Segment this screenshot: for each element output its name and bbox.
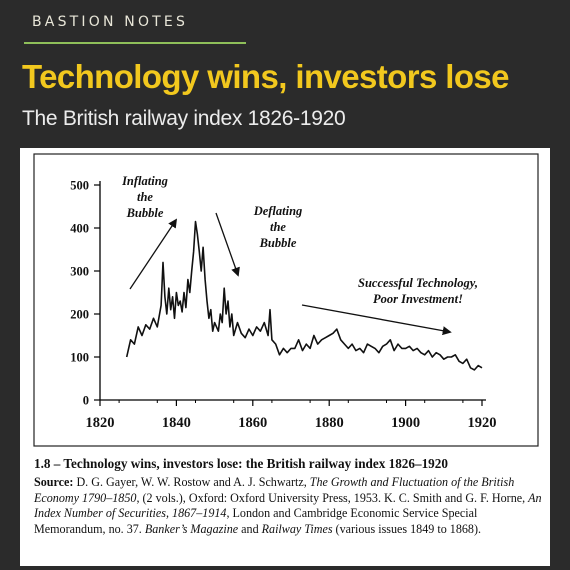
deflating-annotation: the xyxy=(270,220,286,234)
y-tick-label: 0 xyxy=(83,394,89,408)
x-tick-label: 1840 xyxy=(162,415,191,431)
inflating-arrow xyxy=(129,218,178,290)
successful-technology-annotation: Poor Investment! xyxy=(373,292,463,306)
inflating-annotation: the xyxy=(137,190,153,204)
figure-panel: 0 100 200 300 400 500 1820 1840 1860 1880 1900 1920… xyxy=(20,148,550,566)
deflating-annotation: Deflating xyxy=(253,204,303,218)
y-tick-label: 500 xyxy=(70,179,89,193)
x-tick-label: 1900 xyxy=(391,415,420,431)
caption-title: 1.8 – Technology wins, investors lose: t… xyxy=(34,456,448,471)
chart-frame xyxy=(33,153,539,447)
deflating-annotation: Bubble xyxy=(259,236,297,250)
source-text-2: , (2 vols.), Oxford: Oxford University P… xyxy=(136,490,529,505)
caption-source: Source: D. G. Gayer, W. W. Rostow and A.… xyxy=(34,475,544,537)
successful-technology-annotation: Successful Technology, xyxy=(358,276,478,290)
inflating-annotation: Bubble xyxy=(126,206,164,220)
headline: Technology wins, investors lose xyxy=(22,58,510,95)
y-tick-label: 300 xyxy=(70,265,89,279)
source-title-1: The Growth and Fluctuation of the Britis… xyxy=(34,475,515,505)
subheadline: The British railway index 1826-1920 xyxy=(22,107,346,130)
y-tick-label: 200 xyxy=(70,308,89,322)
source-text-1: D. G. Gayer, W. W. Rostow and A. J. Schw… xyxy=(73,475,310,489)
source-label: Source: xyxy=(34,475,74,489)
x-tick-label: 1880 xyxy=(315,415,344,431)
source-title-2: An Index Number of Securities, 1867–1914 xyxy=(34,490,542,521)
inflating-annotation: Inflating xyxy=(121,174,168,188)
deflating-arrow xyxy=(215,212,240,277)
source-text-3: , London and Cambridge Economic Service … xyxy=(34,506,478,536)
brand-underline xyxy=(24,42,246,44)
y-tick-label: 400 xyxy=(70,222,89,236)
source-text-4: and xyxy=(238,521,262,536)
figure-caption: 1.8 – Technology wins, investors lose: t… xyxy=(34,456,544,537)
brand-name: BASTION NOTES xyxy=(32,14,189,30)
railway-index-chart: 0 100 200 300 400 500 1820 1840 1860 1880 1900 1920… xyxy=(33,153,539,447)
investment-arrow xyxy=(301,304,452,336)
source-text-5: (various issues 1849 to 1868). xyxy=(332,521,482,536)
source-title-4: Railway Times xyxy=(261,521,333,536)
series-line-0 xyxy=(125,220,483,371)
y-tick-label: 100 xyxy=(70,351,89,365)
x-tick-label: 1820 xyxy=(86,415,115,431)
x-tick-label: 1860 xyxy=(238,415,267,431)
x-tick-label: 1920 xyxy=(468,415,497,431)
source-title-3: Banker’s Magazine xyxy=(144,521,239,536)
